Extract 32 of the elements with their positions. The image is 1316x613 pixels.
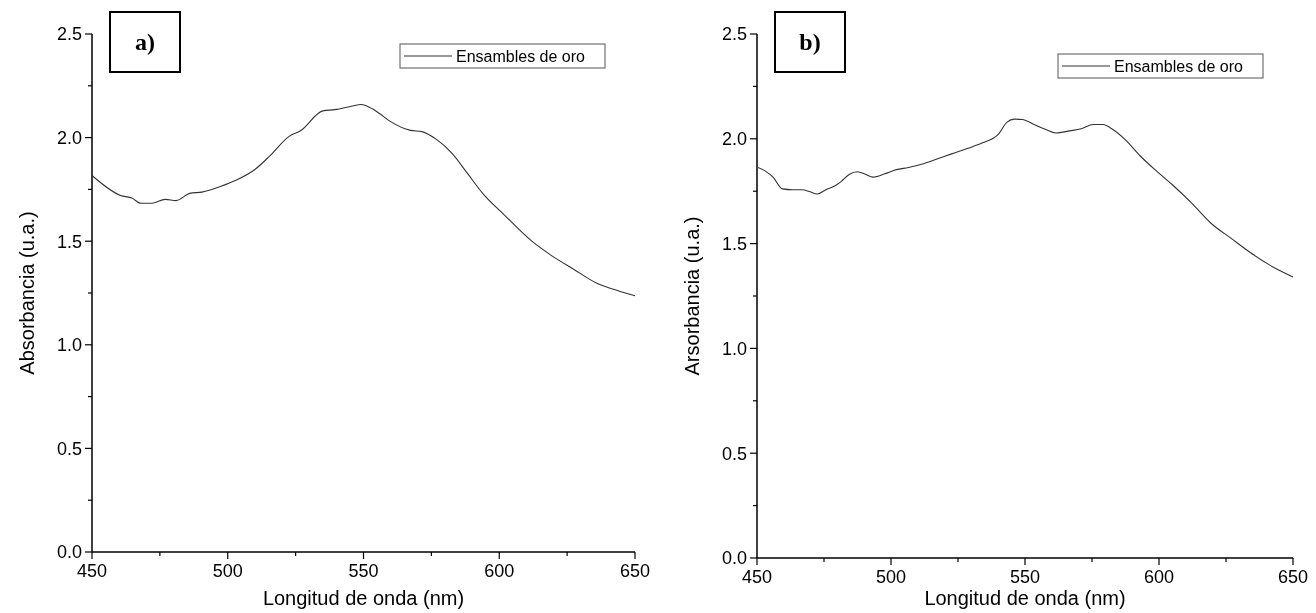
y-tick-label: 2.0	[721, 129, 747, 150]
y-tick-label: 1.5	[56, 231, 82, 252]
x-tick-label: 450	[76, 561, 108, 581]
x-tick-label: 650	[619, 561, 651, 581]
annotation: a)	[135, 29, 155, 55]
y-axis-title: Absorbancia (u.a.)	[16, 211, 38, 375]
x-tick-label: 550	[1009, 567, 1041, 587]
y-tick-label: 1.5	[721, 233, 747, 254]
y-tick-label: 0.5	[56, 438, 82, 459]
y-tick-label: 1.0	[721, 338, 747, 359]
x-axis-title: Longitud de onda (nm)	[262, 587, 465, 609]
y-tick-label: 0.0	[721, 548, 747, 569]
x-tick-label: 450	[741, 567, 773, 587]
x-tick-label: 600	[484, 561, 515, 581]
y-tick-label: 1.0	[56, 335, 82, 356]
x-tick-label: 500	[212, 561, 243, 581]
annotation: b)	[799, 29, 821, 55]
y-tick-label: 2.0	[56, 127, 82, 148]
x-tick-label: 550	[348, 561, 379, 581]
legend-label: Ensambles de oro	[1114, 57, 1244, 75]
x-tick-label: 650	[1277, 567, 1309, 587]
y-tick-label: 2.5	[56, 24, 82, 45]
legend-label: Ensambles de oro	[456, 47, 586, 65]
y-axis-title: Arsorbancia (u.a.)	[681, 216, 703, 376]
y-tick-label: 0.5	[721, 443, 747, 464]
x-axis-title: Longitud de onda (nm)	[924, 587, 1126, 609]
y-tick-label: 2.5	[721, 24, 747, 45]
line-series	[757, 118, 1294, 278]
x-tick-label: 500	[875, 567, 907, 587]
y-tick-label: 0.0	[56, 542, 82, 563]
x-tick-label: 600	[1143, 567, 1175, 587]
line-series	[91, 103, 636, 297]
